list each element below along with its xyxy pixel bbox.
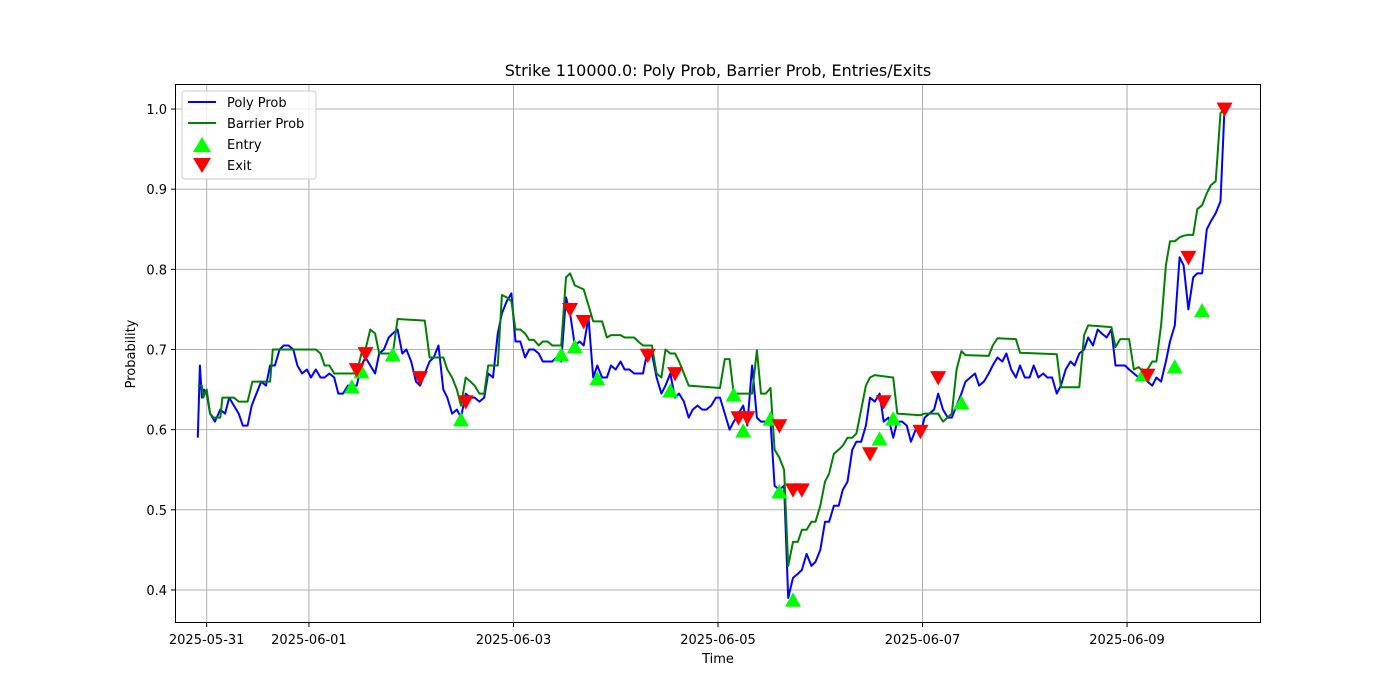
x-tick-label: 2025-06-01: [271, 633, 347, 648]
entry-marker: [1194, 303, 1211, 318]
entry-marker: [384, 347, 401, 362]
entry-marker: [784, 592, 801, 607]
exit-marker: [639, 348, 656, 364]
legend-label-exit: Exit: [227, 159, 252, 174]
exit-marker: [793, 483, 810, 498]
entry-marker: [885, 411, 902, 426]
exit-marker: [771, 419, 788, 434]
x-tick-label: 2025-06-07: [885, 633, 961, 648]
exit-marker: [862, 447, 879, 462]
y-axis-label: Probability: [124, 319, 139, 388]
y-axis: 0.4 0.5 0.6 0.7 0.8 0.9 1.0: [146, 103, 176, 599]
legend-label-barrier: Barrier Prob: [227, 117, 304, 132]
entry-marker: [452, 412, 469, 427]
exit-marker: [575, 315, 592, 330]
legend-box: [181, 90, 317, 180]
y-tick-label: 0.4: [146, 584, 167, 599]
legend-label-entry: Entry: [227, 138, 262, 153]
exit-marker: [357, 347, 374, 362]
exit-marker: [667, 367, 684, 382]
legend: Poly Prob Barrier Prob Entry Exit: [181, 90, 317, 180]
legend-exit-down-triangle-icon: [193, 158, 211, 173]
x-tick-label: 2025-05-31: [169, 633, 245, 648]
x-axis-label: Time: [701, 652, 734, 667]
entry-marker: [1166, 359, 1183, 374]
x-axis: 2025-05-31 2025-06-01 2025-06-03 2025-06-05…: [169, 622, 1165, 648]
exit-marker: [912, 424, 929, 440]
y-tick-label: 1.0: [146, 103, 167, 118]
y-tick-label: 0.5: [146, 504, 167, 519]
chart-title: Strike 110000.0: Poly Prob, Barrier Prob…: [505, 61, 932, 80]
grid: [176, 85, 1260, 622]
entry-marker: [725, 387, 742, 402]
x-tick-label: 2025-06-03: [476, 633, 552, 648]
y-tick-label: 0.7: [146, 343, 167, 358]
exit-marker: [348, 363, 365, 378]
exit-marker: [457, 395, 474, 410]
y-tick-label: 0.6: [146, 424, 167, 439]
y-tick-label: 0.9: [146, 183, 167, 198]
entry-marker: [953, 395, 970, 410]
x-tick-label: 2025-06-09: [1089, 633, 1165, 648]
legend-label-poly: Poly Prob: [227, 96, 287, 111]
exit-marker: [1180, 250, 1197, 266]
x-tick-label: 2025-06-05: [680, 633, 756, 648]
entry-marker: [735, 423, 752, 438]
entry-marker: [771, 484, 788, 499]
entry-marker: [553, 347, 570, 362]
exit-marker: [1139, 368, 1156, 384]
entry-marker: [589, 371, 606, 386]
exit-marker: [562, 303, 579, 318]
entry-marker: [662, 383, 679, 398]
entry-marker: [566, 339, 583, 354]
legend-entry-up-triangle-icon: [193, 137, 211, 152]
exit-marker: [412, 371, 429, 386]
y-tick-label: 0.8: [146, 263, 167, 278]
exit-marker: [1216, 102, 1233, 118]
exit-marker: [739, 411, 756, 426]
exit-marker: [875, 395, 892, 410]
exit-marker: [930, 371, 947, 386]
entry-marker: [871, 431, 888, 446]
entry-marker: [343, 379, 360, 394]
marker-layer: [343, 102, 1233, 607]
